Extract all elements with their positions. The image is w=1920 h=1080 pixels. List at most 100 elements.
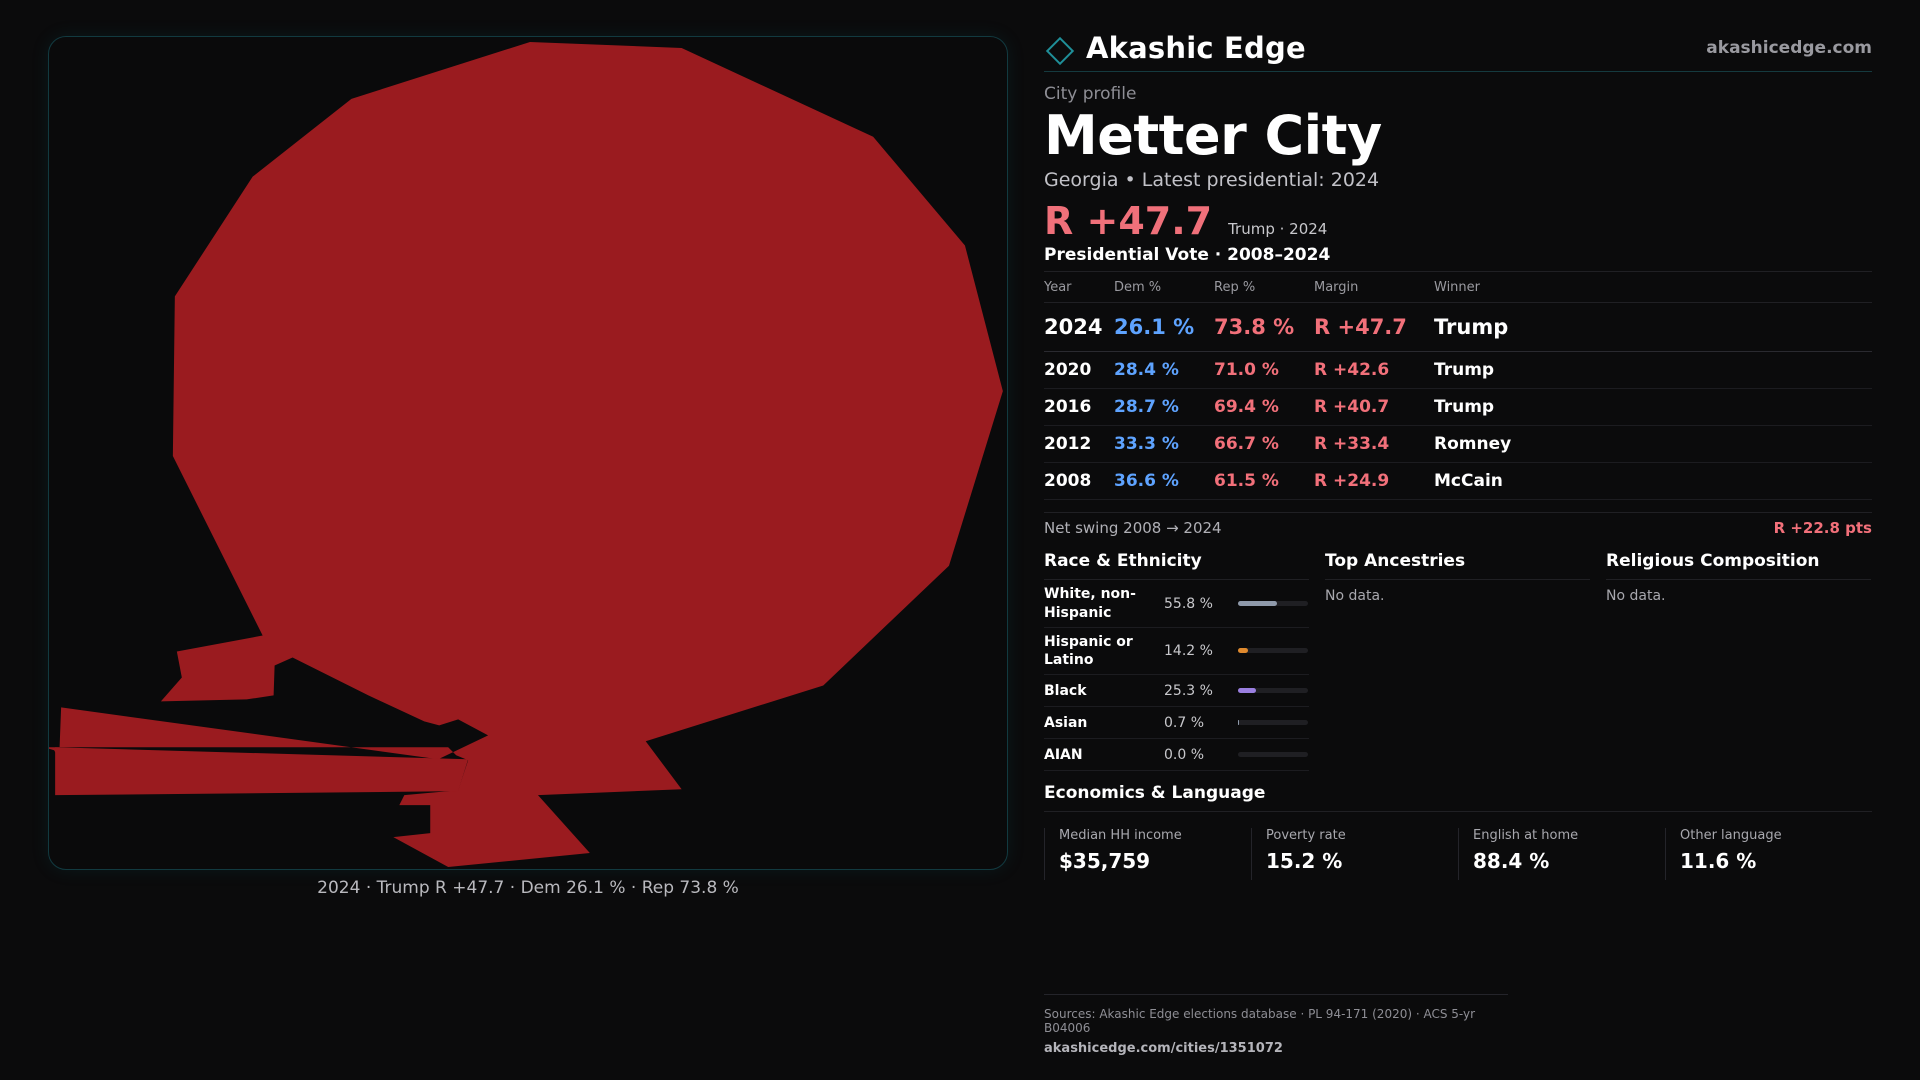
race-bar-track (1238, 648, 1308, 654)
race-row: White, non-Hispanic 55.8 % (1044, 580, 1309, 628)
race-bar-fill (1238, 601, 1278, 607)
col-rep: Rep % (1214, 272, 1314, 304)
vote-dem: 28.7 % (1114, 388, 1214, 427)
col-margin: Margin (1314, 272, 1434, 304)
page-title: Metter City (1044, 104, 1382, 167)
vote-year: 2012 (1044, 425, 1114, 464)
net-swing: Net swing 2008 → 2024 R +22.8 pts (1044, 512, 1872, 537)
vote-dem: 26.1 % (1114, 302, 1214, 353)
profile-panel: Akashic Edge akashicedge.com City profil… (1044, 30, 1872, 881)
city-boundary-shape (49, 41, 1003, 868)
page-subtitle: Georgia • Latest presidential: 2024 (1044, 169, 1380, 192)
vote-margin: R +33.4 (1314, 425, 1434, 464)
vote-winner: Romney (1434, 425, 1872, 464)
race-pct: 0.7 % (1164, 714, 1205, 731)
vote-margin: R +40.7 (1314, 388, 1434, 427)
race-bar-track (1238, 688, 1308, 694)
religion-empty: No data. (1606, 588, 1666, 605)
sources-url-link[interactable]: akashicedge.com/cities/1351072 (1044, 1041, 1283, 1056)
vote-year: 2008 (1044, 462, 1114, 501)
race-pct: 25.3 % (1164, 682, 1213, 699)
race-bar-fill (1238, 688, 1256, 694)
vote-rep: 71.0 % (1214, 351, 1314, 390)
headline-margin: R +47.7 Trump · 2024 (1044, 199, 1872, 243)
econ-value: 15.2 % (1266, 849, 1343, 874)
race-row: Asian 0.7 % (1044, 707, 1309, 740)
diamond-logo-icon (1045, 36, 1075, 65)
headline-margin-note: Trump · 2024 (1228, 220, 1328, 239)
econ-value: $35,759 (1059, 849, 1151, 874)
race-bar-track (1238, 601, 1308, 607)
race-row: Black 25.3 % (1044, 675, 1309, 708)
vote-margin: R +47.7 (1314, 302, 1434, 353)
net-swing-label: Net swing 2008 → 2024 (1044, 519, 1222, 538)
vote-row-2012: 2012 33.3 % 66.7 % R +33.4 Romney (1044, 425, 1872, 464)
race-label: White, non-Hispanic (1044, 586, 1136, 621)
race-label: Hispanic or Latino (1044, 633, 1133, 668)
race-label: Black (1044, 682, 1087, 699)
religion-section: Religious Composition No data. (1606, 551, 1871, 771)
brand-url-link[interactable]: akashicedge.com (1706, 37, 1872, 58)
map-caption: 2024 · Trump R +47.7 · Dem 26.1 % · Rep … (317, 878, 739, 898)
vote-row-2024: 2024 26.1 % 73.8 % R +47.7 Trump (1044, 302, 1872, 353)
race-label: Asian (1044, 714, 1088, 731)
net-swing-value: R +22.8 pts (1773, 519, 1872, 538)
vote-table-header: Year Dem % Rep % Margin Winner (1044, 272, 1872, 304)
vote-rep: 69.4 % (1214, 388, 1314, 427)
econ-value: 11.6 % (1680, 849, 1757, 874)
col-winner: Winner (1434, 272, 1872, 304)
vote-winner: Trump (1434, 388, 1872, 427)
vote-winner: Trump (1434, 302, 1872, 353)
brand[interactable]: Akashic Edge (1044, 31, 1306, 65)
race-bar-fill (1238, 648, 1248, 654)
race-bar-fill (1238, 720, 1240, 726)
page-eyebrow: City profile (1044, 84, 1137, 104)
race-label: AIAN (1044, 746, 1083, 763)
city-boundary-spur (55, 747, 469, 796)
race-pct: 14.2 % (1164, 642, 1213, 659)
ancestries-title: Top Ancestries (1325, 551, 1590, 581)
econ-cell-income: Median HH income $35,759 (1044, 828, 1251, 881)
economics-title: Economics & Language (1044, 783, 1872, 813)
vote-row-2016: 2016 28.7 % 69.4 % R +40.7 Trump (1044, 388, 1872, 427)
race-list: White, non-Hispanic 55.8 % Hispanic or L… (1044, 580, 1309, 772)
vote-rep: 73.8 % (1214, 302, 1314, 353)
sources-text: Sources: Akashic Edge elections database… (1044, 1007, 1476, 1035)
vote-margin: R +42.6 (1314, 351, 1434, 390)
demographics-columns: Race & Ethnicity White, non-Hispanic 55.… (1044, 551, 1872, 772)
sources-footer: Sources: Akashic Edge elections database… (1044, 994, 1508, 1056)
vote-dem: 33.3 % (1114, 425, 1214, 464)
race-row: AIAN 0.0 % (1044, 739, 1309, 772)
religion-title: Religious Composition (1606, 551, 1871, 581)
econ-cell-english: English at home 88.4 % (1458, 828, 1665, 881)
col-year: Year (1044, 272, 1114, 304)
vote-year: 2020 (1044, 351, 1114, 390)
econ-label: Median HH income (1059, 828, 1182, 844)
brand-name: Akashic Edge (1086, 30, 1306, 65)
vote-year: 2016 (1044, 388, 1114, 427)
brand-bar: Akashic Edge akashicedge.com (1044, 30, 1872, 72)
vote-table: Year Dem % Rep % Margin Winner 2024 26.1… (1044, 272, 1872, 501)
ancestries-section: Top Ancestries No data. (1325, 551, 1590, 771)
vote-year: 2024 (1044, 302, 1114, 353)
economics-grid: Median HH income $35,759 Poverty rate 15… (1044, 828, 1872, 881)
boundary-map-svg (49, 41, 1003, 868)
race-pct: 0.0 % (1164, 746, 1205, 763)
vote-rep: 66.7 % (1214, 425, 1314, 464)
ancestries-empty: No data. (1325, 588, 1385, 605)
vote-margin: R +24.9 (1314, 462, 1434, 501)
city-boundary-map[interactable] (48, 36, 1008, 870)
vote-dem: 28.4 % (1114, 351, 1214, 390)
econ-cell-other-language: Other language 11.6 % (1665, 828, 1872, 881)
econ-cell-poverty: Poverty rate 15.2 % (1251, 828, 1458, 881)
vote-dem: 36.6 % (1114, 462, 1214, 501)
econ-label: English at home (1473, 828, 1579, 844)
headline-margin-value: R +47.7 (1044, 199, 1213, 244)
econ-label: Poverty rate (1266, 828, 1346, 844)
race-title: Race & Ethnicity (1044, 551, 1309, 581)
col-dem: Dem % (1114, 272, 1214, 304)
econ-value: 88.4 % (1473, 849, 1550, 874)
vote-winner: McCain (1434, 462, 1872, 501)
vote-section-title: Presidential Vote · 2008–2024 (1044, 245, 1872, 273)
vote-row-2020: 2020 28.4 % 71.0 % R +42.6 Trump (1044, 351, 1872, 390)
